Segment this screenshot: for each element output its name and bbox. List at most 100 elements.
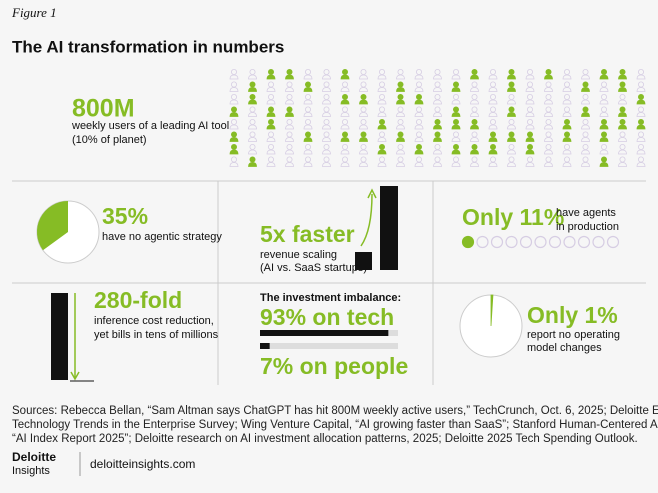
person-head <box>619 81 626 88</box>
person-body <box>266 137 276 142</box>
headline: 35% <box>102 203 148 229</box>
headline: Only 11% <box>462 204 564 230</box>
person-head <box>582 106 589 113</box>
person-head <box>286 69 293 76</box>
agent-dot <box>490 235 504 249</box>
person-body <box>340 124 350 130</box>
caption: report no operating <box>527 329 620 341</box>
person-body <box>377 162 387 167</box>
person-body <box>322 74 331 80</box>
person-head <box>286 131 293 138</box>
person-body <box>562 112 572 117</box>
person-body <box>488 99 498 105</box>
person-body <box>322 112 331 117</box>
person-body <box>581 149 590 155</box>
person-body <box>266 74 276 80</box>
person-body <box>470 137 479 142</box>
person-head <box>415 94 422 101</box>
person-head <box>489 131 496 138</box>
person-body <box>359 99 368 105</box>
person-head <box>582 131 589 138</box>
person-body <box>266 124 276 130</box>
headline: 280-fold <box>94 287 182 313</box>
person-head <box>508 69 515 76</box>
person-body <box>433 137 442 142</box>
caption: (10% of planet) <box>72 134 147 146</box>
figure-label: Figure 1 <box>11 5 57 20</box>
person-head <box>304 81 311 88</box>
person-body <box>229 99 239 105</box>
person-head <box>564 131 571 138</box>
person-body <box>525 112 535 117</box>
person-body <box>507 162 516 167</box>
person-body <box>322 99 331 105</box>
person-head <box>508 143 515 150</box>
person-head <box>471 156 478 163</box>
person-body <box>303 149 313 155</box>
caption: revenue scaling <box>260 249 337 261</box>
person-head <box>601 119 608 126</box>
person-head <box>434 119 441 126</box>
person-body <box>377 99 387 105</box>
person-head <box>415 143 422 150</box>
person-body <box>470 124 479 130</box>
person-body <box>285 149 294 155</box>
person-body <box>303 137 313 142</box>
person-body <box>303 162 313 167</box>
person-body <box>581 112 590 117</box>
person-body <box>340 162 350 167</box>
agent-dot <box>577 235 591 249</box>
person-head <box>323 156 330 163</box>
person-body <box>470 112 479 117</box>
person-head <box>527 131 534 138</box>
caption: model changes <box>527 342 602 354</box>
person-body <box>303 124 313 130</box>
person-head <box>619 69 626 76</box>
person-head <box>378 156 385 163</box>
caption: (AI vs. SaaS startups) <box>260 262 367 274</box>
person-body <box>488 74 498 80</box>
person-head <box>508 106 515 113</box>
person-head <box>471 143 478 150</box>
person-head <box>267 131 274 138</box>
url[interactable]: deloitteinsights.com <box>90 457 195 471</box>
person-head <box>415 131 422 138</box>
growth-arrow <box>360 193 373 247</box>
person-head <box>378 143 385 150</box>
person-body <box>618 112 627 117</box>
person-body <box>340 137 350 142</box>
person-head <box>397 156 404 163</box>
person-body <box>488 149 498 155</box>
person-body <box>618 137 627 142</box>
person-head <box>527 143 534 150</box>
person-head <box>508 81 515 88</box>
person-body <box>636 112 646 117</box>
caption: inference cost reduction, <box>94 315 214 327</box>
bar <box>260 343 270 349</box>
agent-dots <box>461 235 620 249</box>
person-head <box>619 106 626 113</box>
agent-dot <box>563 235 576 249</box>
person-body <box>248 112 257 117</box>
person-head <box>267 143 274 150</box>
caption: have no agentic strategy <box>102 231 222 243</box>
person-body <box>636 124 646 130</box>
person-body <box>562 124 572 130</box>
person-body <box>396 149 405 155</box>
person-body <box>229 74 239 80</box>
headline: 800M <box>72 95 135 123</box>
people-grid <box>229 69 646 167</box>
person-head <box>452 131 459 138</box>
person-body <box>433 124 442 130</box>
person-head <box>545 131 552 138</box>
person-head <box>397 94 404 101</box>
person-body <box>229 112 239 117</box>
person-head <box>341 156 348 163</box>
person-body <box>433 112 442 117</box>
person-head <box>415 156 422 163</box>
person-body <box>581 87 590 92</box>
person-body <box>396 162 405 167</box>
person-body <box>433 87 442 92</box>
person-body <box>303 74 313 80</box>
